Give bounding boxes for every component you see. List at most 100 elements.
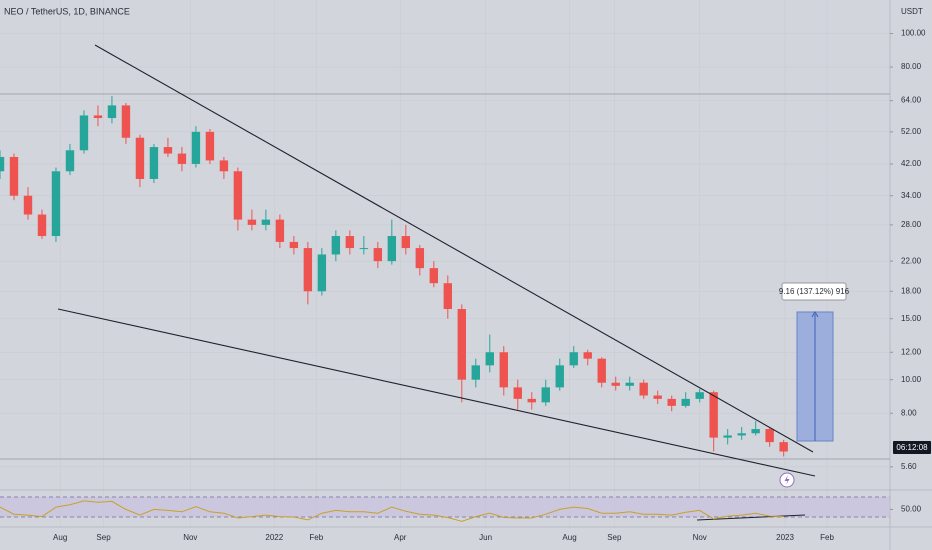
- candle-body: [37, 214, 47, 237]
- candle-body: [177, 153, 187, 164]
- y-tick-label: 5.60: [901, 462, 917, 471]
- candle-body: [583, 352, 592, 359]
- candle-body: [751, 429, 760, 434]
- candle-body: [23, 195, 33, 215]
- countdown-box: [893, 441, 931, 454]
- candle-body: [345, 236, 355, 249]
- candle-body: [499, 352, 508, 388]
- trend-line: [57, 308, 816, 477]
- x-tick-label: Nov: [183, 533, 197, 542]
- x-tick-label: 2022: [265, 533, 283, 542]
- y-tick-label: 22.00: [901, 256, 922, 265]
- candle-body: [247, 219, 257, 225]
- candle-body: [107, 105, 117, 119]
- candle-body: [541, 387, 550, 403]
- candle-body: [65, 150, 75, 172]
- candle-body: [191, 131, 201, 164]
- candle-body: [233, 171, 243, 220]
- candle-body: [667, 398, 676, 406]
- candle-body: [317, 254, 327, 292]
- candle-body: [219, 160, 229, 172]
- x-tick-label: Aug: [53, 533, 67, 542]
- candle-body: [93, 115, 103, 119]
- y-tick-label: 8.00: [901, 408, 917, 417]
- y-tick-label: 28.00: [901, 220, 922, 229]
- candle-body: [653, 395, 662, 399]
- candle-body: [555, 365, 564, 388]
- alert-icon-bolt: [784, 475, 790, 485]
- candle-body: [0, 156, 5, 172]
- candles: [0, 96, 788, 457]
- y-tick-label: 10.00: [901, 375, 922, 384]
- candle-body: [163, 147, 173, 154]
- candle-body: [121, 105, 131, 138]
- candle-body: [625, 382, 634, 386]
- candle-body: [527, 398, 536, 403]
- candle-body: [485, 352, 494, 366]
- candle-body: [373, 248, 383, 262]
- candle-body: [9, 156, 19, 196]
- candle-body: [471, 365, 480, 380]
- candle-body: [415, 248, 425, 269]
- candle-body: [597, 358, 606, 383]
- candle-body: [149, 147, 159, 179]
- candle-body: [723, 435, 732, 438]
- y-tick-label: 18.00: [901, 286, 922, 295]
- y-tick-label: 100.00: [901, 29, 926, 38]
- trend-line: [94, 44, 814, 453]
- rsi-line: [0, 500, 784, 522]
- candle-body: [205, 131, 215, 161]
- candle-body: [639, 382, 648, 396]
- candle-body: [695, 392, 704, 399]
- candle-body: [765, 429, 774, 443]
- y-tick-label: 64.00: [901, 96, 922, 105]
- x-tick-label: Nov: [693, 533, 707, 542]
- candle-body: [611, 382, 620, 386]
- measure-label: 9.16 (137.12%) 916: [779, 287, 850, 296]
- measure-label-box: [781, 282, 847, 301]
- x-tick-label: Jun: [479, 533, 492, 542]
- countdown: 06:12:08: [896, 443, 928, 452]
- candle-body: [443, 283, 452, 310]
- candle-body: [289, 241, 299, 249]
- rsi-trend-line: [696, 514, 806, 521]
- x-tick-label: 2023: [776, 533, 794, 542]
- candle-body: [303, 248, 313, 292]
- y-unit: USDT: [901, 7, 923, 16]
- candle-body: [457, 309, 466, 380]
- x-tick-label: Feb: [820, 533, 834, 542]
- candle-body: [681, 398, 690, 406]
- rsi-y-tick-label: 50.00: [901, 505, 922, 514]
- grid: [0, 0, 890, 527]
- y-tick-label: 15.00: [901, 314, 922, 323]
- candle-body: [569, 352, 578, 366]
- candle-body: [387, 236, 397, 262]
- y-tick-label: 42.00: [901, 159, 922, 168]
- candle-body: [359, 248, 369, 250]
- candle-body: [709, 392, 718, 438]
- y-tick-label: 52.00: [901, 127, 922, 136]
- candle-body: [275, 219, 285, 242]
- x-tick-label: Sep: [607, 533, 622, 542]
- y-tick-label: 34.00: [901, 191, 922, 200]
- candle-body: [779, 442, 788, 452]
- candle-body: [513, 387, 522, 399]
- candle-body: [261, 219, 271, 225]
- y-tick-label: 80.00: [901, 62, 922, 71]
- candle-body: [51, 171, 61, 237]
- rsi-band: [0, 497, 890, 517]
- x-tick-label: Aug: [562, 533, 576, 542]
- candle-body: [737, 433, 746, 436]
- x-tick-label: Apr: [394, 533, 407, 542]
- x-tick-label: Feb: [309, 533, 323, 542]
- x-tick-label: Sep: [96, 533, 111, 542]
- candle-body: [331, 236, 341, 255]
- measure-arrow-head: [811, 311, 819, 318]
- candle-body: [135, 137, 145, 179]
- y-tick-label: 12.00: [901, 347, 922, 356]
- candle-body: [79, 115, 89, 151]
- chart-title: NEO / TetherUS, 1D, BINANCE: [4, 6, 130, 16]
- candle-body: [401, 236, 411, 249]
